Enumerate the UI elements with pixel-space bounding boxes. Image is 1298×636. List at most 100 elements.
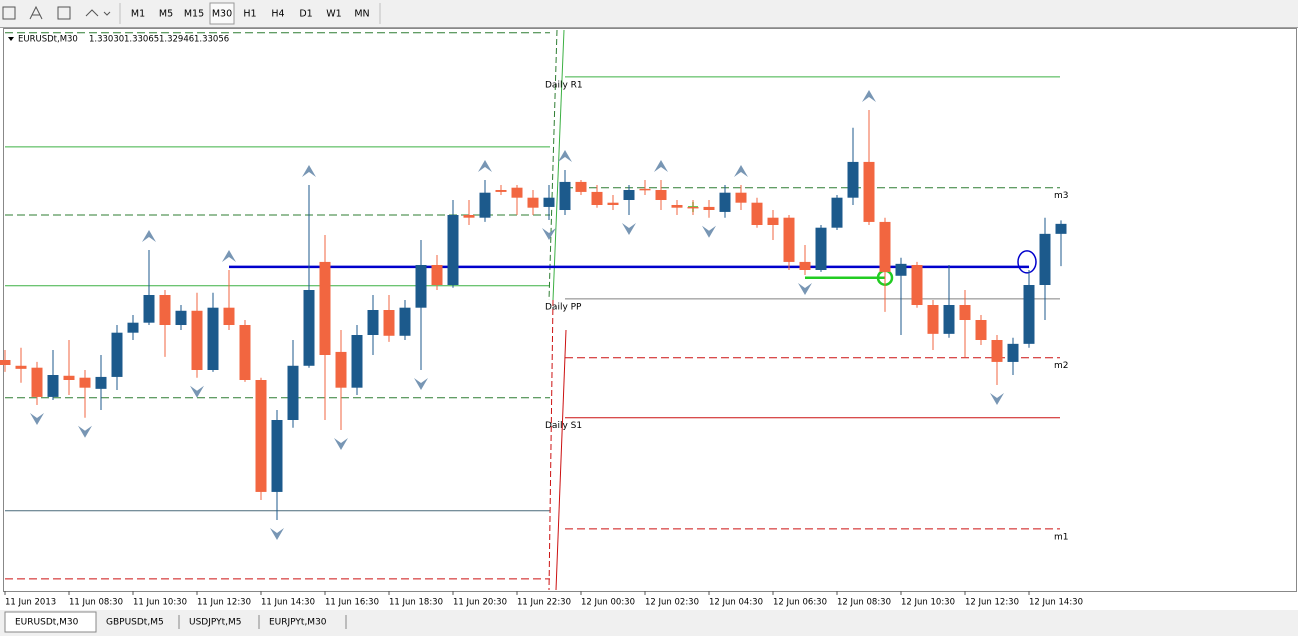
candle-body (703, 206, 715, 210)
timeframe-button[interactable]: M30 (212, 9, 232, 20)
tab-label[interactable]: USDJPYt,M5 (189, 618, 242, 628)
candle-body (79, 377, 91, 388)
x-tick-label: 12 Jun 14:30 (1029, 598, 1083, 608)
x-tick-label: 11 Jun 12:30 (197, 598, 251, 608)
candle-body (831, 197, 843, 228)
candle-body (239, 325, 251, 380)
candle-body (623, 190, 635, 200)
candle-body (559, 181, 571, 210)
timeframe-button[interactable]: W1 (326, 9, 341, 20)
ohlc-low: 1.32946 (159, 35, 194, 45)
active-tab[interactable] (4, 611, 97, 633)
timeframe-button[interactable]: H4 (271, 9, 284, 20)
candle-body (175, 310, 187, 325)
candle-body (383, 310, 395, 336)
fractal-up (558, 150, 572, 162)
candle-body (271, 420, 283, 492)
candle-body (815, 227, 827, 270)
candle-body (191, 310, 203, 370)
tool-icons[interactable] (2, 5, 111, 20)
candle-body (591, 191, 603, 205)
candle-body (415, 265, 427, 308)
x-tick-label: 11 Jun 22:30 (517, 598, 571, 608)
fractal-down (30, 413, 44, 425)
fractal-up (734, 165, 748, 177)
timeframes: M1 M5 M15 M30 H1 H4 D1 W1 MN (131, 2, 370, 25)
timeframe-button[interactable]: M5 (159, 9, 173, 20)
candle-body (319, 261, 331, 355)
chart-symbol: EURUSDt,M30 (18, 35, 78, 45)
candle-body (479, 192, 491, 218)
candle-body (111, 332, 123, 377)
candle-body (63, 375, 75, 380)
fractal-up (654, 160, 668, 172)
timeframe-button[interactable]: M1 (131, 9, 145, 20)
candle-body (143, 295, 155, 323)
connector (555, 329, 567, 591)
fractal-down (270, 528, 284, 540)
x-tick-label: 11 Jun 2013 (5, 598, 56, 608)
candle-body (127, 322, 139, 333)
x-tick-label: 12 Jun 12:30 (965, 598, 1019, 608)
level-label: m2 (1054, 361, 1069, 371)
candle-body (879, 221, 891, 272)
candle-body (15, 365, 27, 369)
candle-body (911, 265, 923, 305)
candle-body (495, 190, 507, 192)
candle-body (447, 215, 459, 285)
candle-body (895, 263, 907, 276)
candle-body (847, 161, 859, 198)
timeframe-button[interactable]: D1 (299, 9, 312, 20)
candle-body (655, 190, 667, 200)
candle-body (687, 206, 699, 209)
connector (548, 299, 554, 591)
fractal-down (798, 283, 812, 295)
fractal-up (478, 160, 492, 172)
x-tick-label: 11 Jun 10:30 (133, 598, 187, 608)
x-tick-label: 12 Jun 08:30 (837, 598, 891, 608)
candle-body (255, 380, 267, 492)
active-timeframe[interactable] (209, 2, 235, 25)
candle-body (159, 295, 171, 325)
x-tick-label: 11 Jun 14:30 (261, 598, 315, 608)
timeframe-button[interactable]: MN (354, 9, 369, 20)
collapse-icon[interactable] (8, 37, 14, 41)
candle-body (543, 197, 555, 207)
x-tick-label: 11 Jun 20:30 (453, 598, 507, 608)
fractal-up (222, 250, 236, 262)
candle-body (207, 307, 219, 370)
candle-body (1039, 233, 1051, 285)
marker-ellipse (1017, 250, 1037, 274)
x-tick-label: 11 Jun 08:30 (69, 598, 123, 608)
tab-label[interactable]: EURUSDt,M30 (15, 618, 79, 628)
tab-bar (0, 610, 1298, 636)
objects-menu[interactable] (85, 9, 111, 17)
candle-body (735, 192, 747, 203)
x-tick-label: 12 Jun 04:30 (709, 598, 763, 608)
fractal-up (302, 165, 316, 177)
tab-label[interactable]: GBPUSDt,M5 (106, 618, 164, 628)
timeframe-button[interactable]: H1 (243, 9, 256, 20)
candle-body (863, 161, 875, 222)
tab-label[interactable]: EURJPYt,M30 (269, 618, 327, 628)
candle-body (31, 367, 43, 397)
candle-body (351, 335, 363, 388)
x-axis: 11 Jun 2013 11 Jun 08:30 11 Jun 10:30 11 Ju… (4, 591, 1083, 608)
level-label: m3 (1054, 191, 1069, 201)
fractal-down (622, 223, 636, 235)
level-label: m1 (1054, 532, 1069, 542)
candle-body (751, 202, 763, 225)
x-tick-label: 12 Jun 10:30 (901, 598, 955, 608)
level-label: Daily S1 (545, 421, 582, 431)
candle-body (991, 340, 1003, 362)
candle-body (943, 305, 955, 334)
timeframe-button[interactable]: M15 (184, 9, 204, 20)
crosshair-tool[interactable] (2, 6, 16, 20)
x-tick-label: 12 Jun 00:30 (581, 598, 635, 608)
ohlc-high: 1.33065 (124, 35, 159, 45)
level-label: Daily R1 (545, 80, 583, 90)
x-tick-label: 11 Jun 16:30 (325, 598, 379, 608)
label-tool[interactable] (57, 6, 71, 20)
text-tool[interactable] (29, 5, 43, 20)
fractal-down (334, 438, 348, 450)
